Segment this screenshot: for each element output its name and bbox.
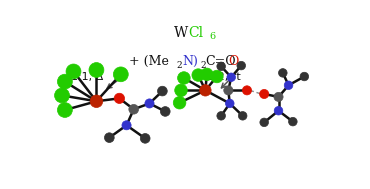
Text: 6: 6 [209,32,215,41]
Ellipse shape [89,63,104,77]
Ellipse shape [227,73,236,81]
Ellipse shape [145,99,154,108]
Ellipse shape [66,64,81,79]
Ellipse shape [224,86,233,95]
Text: + (Me: + (Me [130,55,169,68]
Ellipse shape [300,72,309,81]
Ellipse shape [122,121,131,130]
Text: C=O: C=O [205,55,236,68]
Text: N): N) [182,55,198,68]
Ellipse shape [178,72,190,84]
Ellipse shape [90,95,103,108]
Ellipse shape [57,103,73,117]
Ellipse shape [274,92,283,101]
Ellipse shape [140,134,150,143]
Text: 2: 2 [177,60,182,70]
Ellipse shape [114,93,125,104]
Ellipse shape [217,62,225,71]
Ellipse shape [200,85,211,96]
Text: W: W [174,26,188,40]
Ellipse shape [274,106,283,115]
Ellipse shape [104,133,114,143]
Ellipse shape [113,67,128,82]
Ellipse shape [57,74,73,89]
Ellipse shape [192,69,205,81]
Ellipse shape [242,86,252,95]
Ellipse shape [160,107,170,116]
Ellipse shape [129,105,139,114]
Ellipse shape [175,84,187,97]
Ellipse shape [217,112,225,120]
Ellipse shape [173,96,186,109]
Ellipse shape [260,89,269,98]
Text: 1:1, Δ: 1:1, Δ [71,72,103,82]
Ellipse shape [238,112,247,120]
Ellipse shape [260,118,269,127]
Text: 1:2, rt: 1:2, rt [207,72,240,82]
Ellipse shape [225,99,234,108]
Ellipse shape [201,68,213,81]
Text: O: O [229,55,239,68]
Text: 2: 2 [200,60,206,70]
Ellipse shape [158,86,167,96]
Ellipse shape [211,70,223,83]
Ellipse shape [54,88,70,103]
Ellipse shape [279,69,287,77]
Ellipse shape [284,81,293,90]
Text: Cl: Cl [188,26,204,40]
Ellipse shape [289,117,297,126]
Ellipse shape [237,61,246,70]
